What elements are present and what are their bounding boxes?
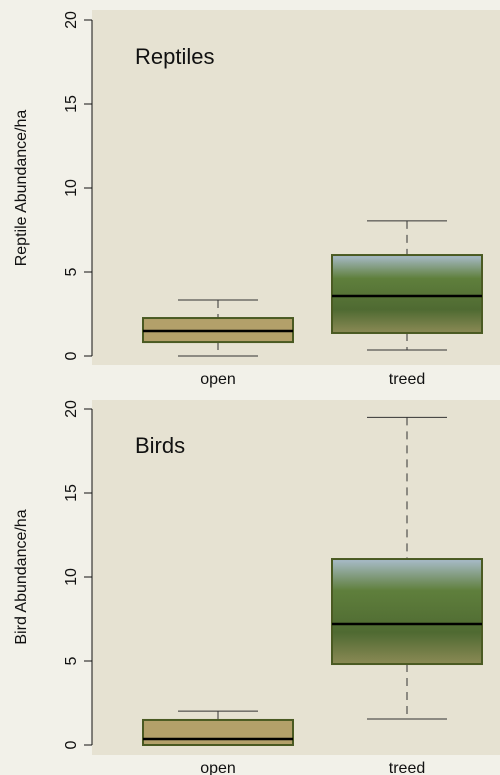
box bbox=[331, 558, 483, 666]
y-tick-label: 15 bbox=[63, 484, 80, 502]
y-tick-label: 20 bbox=[63, 11, 80, 29]
y-tick-label: 10 bbox=[63, 568, 80, 586]
y-axis-label: Bird Abundance/ha bbox=[13, 509, 30, 644]
panel-title: Reptiles bbox=[135, 44, 214, 69]
panel-title: Birds bbox=[135, 433, 185, 458]
y-tick-label: 5 bbox=[63, 267, 80, 276]
box bbox=[142, 718, 294, 747]
x-tick-label: open bbox=[200, 760, 236, 775]
x-tick-label: open bbox=[200, 371, 236, 388]
box bbox=[331, 254, 483, 334]
y-tick-label: 10 bbox=[63, 179, 80, 197]
y-tick-label: 0 bbox=[63, 351, 80, 360]
x-tick-label: treed bbox=[389, 371, 425, 388]
y-axis-label: Reptile Abundance/ha bbox=[13, 110, 30, 267]
y-tick-label: 15 bbox=[63, 95, 80, 113]
y-tick-label: 5 bbox=[63, 656, 80, 665]
y-tick-label: 0 bbox=[63, 740, 80, 749]
x-tick-label: treed bbox=[389, 760, 425, 775]
y-tick-label: 20 bbox=[63, 400, 80, 418]
